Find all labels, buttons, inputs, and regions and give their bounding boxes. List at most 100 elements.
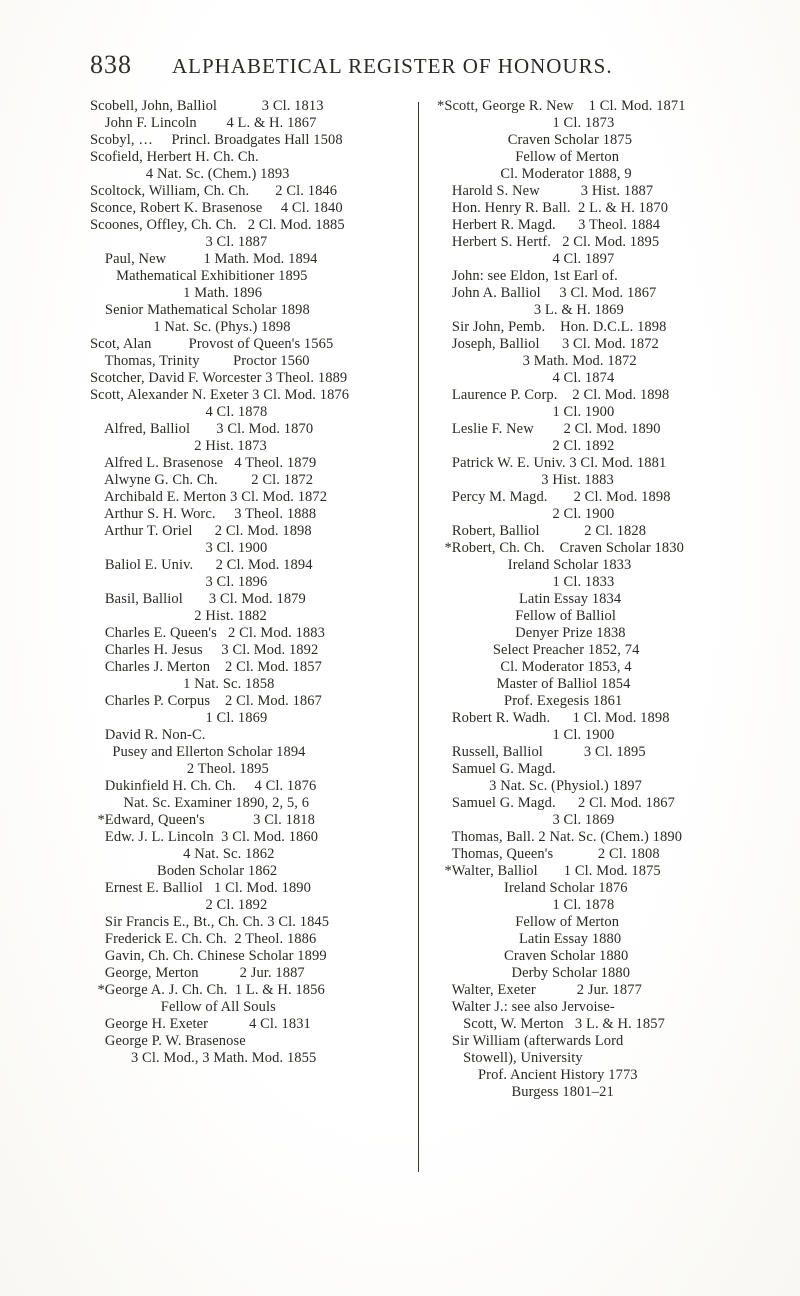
text-line: 2 Cl. 1900 xyxy=(437,506,747,523)
text-line: Paul, New 1 Math. Mod. 1894 xyxy=(90,251,400,268)
text-line: Ireland Scholar 1876 xyxy=(437,880,747,897)
text-line: 4 Cl. 1878 xyxy=(90,404,400,421)
text-line: 3 Cl. 1896 xyxy=(90,574,400,591)
text-line: Burgess 1801–21 xyxy=(437,1084,747,1101)
text-line: Archibald E. Merton 3 Cl. Mod. 1872 xyxy=(90,489,400,506)
text-line: Joseph, Balliol 3 Cl. Mod. 1872 xyxy=(437,336,747,353)
text-line: Mathematical Exhibitioner 1895 xyxy=(90,268,400,285)
text-line: Dukinfield H. Ch. Ch. 4 Cl. 1876 xyxy=(90,778,400,795)
text-line: 1 Cl. 1869 xyxy=(90,710,400,727)
text-line: David R. Non-C. xyxy=(90,727,400,744)
text-line: Pusey and Ellerton Scholar 1894 xyxy=(90,744,400,761)
text-line: Samuel G. Magd. xyxy=(437,761,747,778)
text-line: Cl. Moderator 1888, 9 xyxy=(437,166,747,183)
text-line: Thomas, Trinity Proctor 1560 xyxy=(90,353,400,370)
text-line: Denyer Prize 1838 xyxy=(437,625,747,642)
column-divider xyxy=(418,102,419,1172)
text-line: Scott, Alexander N. Exeter 3 Cl. Mod. 18… xyxy=(90,387,400,404)
text-line: 2 Hist. 1873 xyxy=(90,438,400,455)
text-line: Charles J. Merton 2 Cl. Mod. 1857 xyxy=(90,659,400,676)
page-number: 838 xyxy=(90,50,132,80)
text-line: Patrick W. E. Univ. 3 Cl. Mod. 1881 xyxy=(437,455,747,472)
text-line: Master of Balliol 1854 xyxy=(437,676,747,693)
text-line: Derby Scholar 1880 xyxy=(437,965,747,982)
text-line: Fellow of Balliol xyxy=(437,608,747,625)
text-line: Charles P. Corpus 2 Cl. Mod. 1867 xyxy=(90,693,400,710)
text-line: 1 Cl. 1878 xyxy=(437,897,747,914)
text-line: *Walter, Balliol 1 Cl. Mod. 1875 xyxy=(437,863,747,880)
text-line: George, Merton 2 Jur. 1887 xyxy=(90,965,400,982)
text-line: Alfred L. Brasenose 4 Theol. 1879 xyxy=(90,455,400,472)
text-line: John A. Balliol 3 Cl. Mod. 1867 xyxy=(437,285,747,302)
text-line: *George A. J. Ch. Ch. 1 L. & H. 1856 xyxy=(90,982,400,999)
text-line: 1 Nat. Sc. (Phys.) 1898 xyxy=(90,319,400,336)
text-line: 4 Cl. 1897 xyxy=(437,251,747,268)
text-line: George P. W. Brasenose xyxy=(90,1033,400,1050)
text-line: Craven Scholar 1875 xyxy=(437,132,747,149)
text-line: Fellow of Merton xyxy=(437,914,747,931)
text-line: 3 Hist. 1883 xyxy=(437,472,747,489)
text-line: George H. Exeter 4 Cl. 1831 xyxy=(90,1016,400,1033)
text-line: Latin Essay 1880 xyxy=(437,931,747,948)
text-line: 2 Hist. 1882 xyxy=(90,608,400,625)
text-line: Laurence P. Corp. 2 Cl. Mod. 1898 xyxy=(437,387,747,404)
text-line: Boden Scholar 1862 xyxy=(90,863,400,880)
text-line: Robert R. Wadh. 1 Cl. Mod. 1898 xyxy=(437,710,747,727)
text-line: Alwyne G. Ch. Ch. 2 Cl. 1872 xyxy=(90,472,400,489)
text-line: Walter J.: see also Jervoise- xyxy=(437,999,747,1016)
text-line: Ernest E. Balliol 1 Cl. Mod. 1890 xyxy=(90,880,400,897)
text-line: Sconce, Robert K. Brasenose 4 Cl. 1840 xyxy=(90,200,400,217)
text-line: Prof. Exegesis 1861 xyxy=(437,693,747,710)
text-line: Edw. J. L. Lincoln 3 Cl. Mod. 1860 xyxy=(90,829,400,846)
page: 838 ALPHABETICAL REGISTER OF HONOURS. Sc… xyxy=(0,0,800,1296)
text-line: Baliol E. Univ. 2 Cl. Mod. 1894 xyxy=(90,557,400,574)
text-line: Russell, Balliol 3 Cl. 1895 xyxy=(437,744,747,761)
text-line: Leslie F. New 2 Cl. Mod. 1890 xyxy=(437,421,747,438)
text-line: Scoones, Offley, Ch. Ch. 2 Cl. Mod. 1885 xyxy=(90,217,400,234)
left-column: Scobell, John, Balliol 3 Cl. 1813 John F… xyxy=(90,98,400,1172)
text-line: Scobell, John, Balliol 3 Cl. 1813 xyxy=(90,98,400,115)
text-line: Nat. Sc. Examiner 1890, 2, 5, 6 xyxy=(90,795,400,812)
text-line: Harold S. New 3 Hist. 1887 xyxy=(437,183,747,200)
text-line: John F. Lincoln 4 L. & H. 1867 xyxy=(90,115,400,132)
text-line: 2 Cl. 1892 xyxy=(90,897,400,914)
text-line: 3 Cl. 1900 xyxy=(90,540,400,557)
text-line: 4 Cl. 1874 xyxy=(437,370,747,387)
text-line: Sir William (afterwards Lord xyxy=(437,1033,747,1050)
text-line: Thomas, Queen's 2 Cl. 1808 xyxy=(437,846,747,863)
text-line: 1 Nat. Sc. 1858 xyxy=(90,676,400,693)
text-line: Scotcher, David F. Worcester 3 Theol. 18… xyxy=(90,370,400,387)
text-line: Samuel G. Magd. 2 Cl. Mod. 1867 xyxy=(437,795,747,812)
text-line: *Scott, George R. New 1 Cl. Mod. 1871 xyxy=(437,98,747,115)
text-line: Fellow of All Souls xyxy=(90,999,400,1016)
text-line: 1 Cl. 1833 xyxy=(437,574,747,591)
text-line: 4 Nat. Sc. (Chem.) 1893 xyxy=(90,166,400,183)
text-line: 2 Cl. 1892 xyxy=(437,438,747,455)
text-line: Charles H. Jesus 3 Cl. Mod. 1892 xyxy=(90,642,400,659)
text-line: Stowell), University xyxy=(437,1050,747,1067)
text-line: Percy M. Magd. 2 Cl. Mod. 1898 xyxy=(437,489,747,506)
text-line: Cl. Moderator 1853, 4 xyxy=(437,659,747,676)
text-line: Prof. Ancient History 1773 xyxy=(437,1067,747,1084)
text-line: 1 Cl. 1900 xyxy=(437,727,747,744)
text-line: 1 Cl. 1873 xyxy=(437,115,747,132)
text-line: Sir Francis E., Bt., Ch. Ch. 3 Cl. 1845 xyxy=(90,914,400,931)
text-line: 3 Cl. 1887 xyxy=(90,234,400,251)
text-line: Walter, Exeter 2 Jur. 1877 xyxy=(437,982,747,999)
text-line: Alfred, Balliol 3 Cl. Mod. 1870 xyxy=(90,421,400,438)
text-line: Scobyl, … Princl. Broadgates Hall 1508 xyxy=(90,132,400,149)
text-line: 3 Nat. Sc. (Physiol.) 1897 xyxy=(437,778,747,795)
text-line: 4 Nat. Sc. 1862 xyxy=(90,846,400,863)
right-column: *Scott, George R. New 1 Cl. Mod. 1871 1 … xyxy=(437,98,747,1172)
text-line: Sir John, Pemb. Hon. D.C.L. 1898 xyxy=(437,319,747,336)
text-line: 3 L. & H. 1869 xyxy=(437,302,747,319)
text-line: Senior Mathematical Scholar 1898 xyxy=(90,302,400,319)
text-line: Scofield, Herbert H. Ch. Ch. xyxy=(90,149,400,166)
text-line: 3 Math. Mod. 1872 xyxy=(437,353,747,370)
text-line: *Robert, Ch. Ch. Craven Scholar 1830 xyxy=(437,540,747,557)
text-line: Scott, W. Merton 3 L. & H. 1857 xyxy=(437,1016,747,1033)
text-line: 3 Cl. Mod., 3 Math. Mod. 1855 xyxy=(90,1050,400,1067)
running-title: ALPHABETICAL REGISTER OF HONOURS. xyxy=(172,54,613,78)
text-line: Basil, Balliol 3 Cl. Mod. 1879 xyxy=(90,591,400,608)
text-line: Fellow of Merton xyxy=(437,149,747,166)
